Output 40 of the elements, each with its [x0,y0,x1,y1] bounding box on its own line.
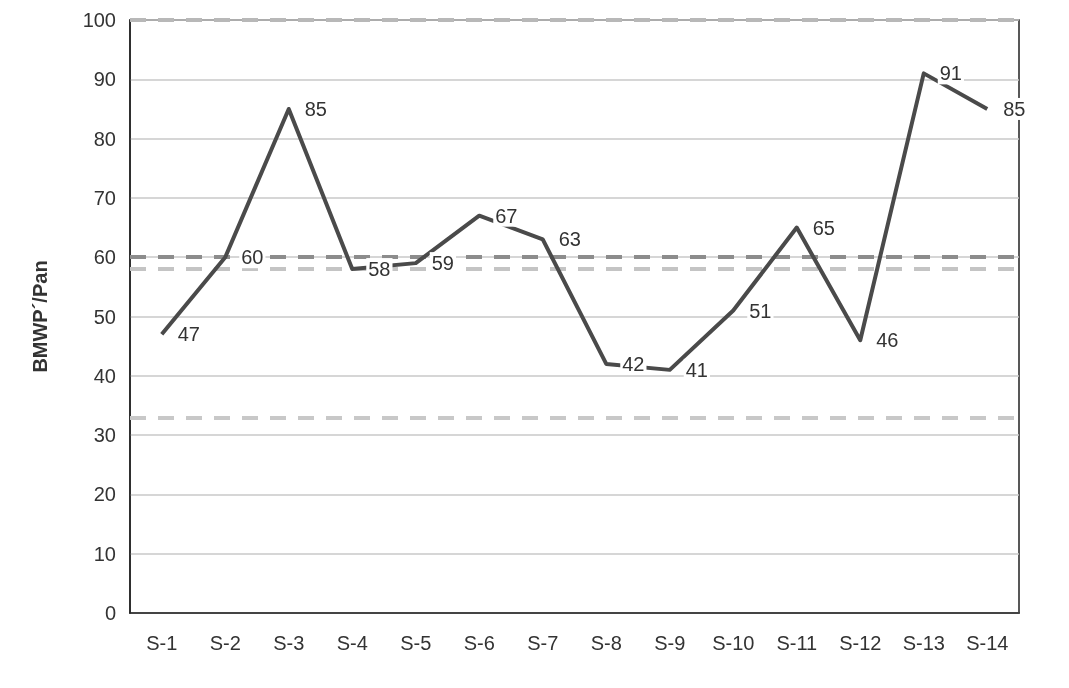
y-tick-label: 100 [82,9,116,31]
data-label: 46 [876,329,899,352]
x-tick-label: S-9 [654,632,686,654]
data-label: 85 [304,97,327,120]
x-tick-label: S-5 [400,632,432,654]
data-label: 51 [749,299,772,322]
data-label: 59 [431,252,454,275]
y-tick-label: 20 [93,483,116,506]
y-tick-label: 10 [93,542,116,565]
y-tick-label: 80 [93,127,116,150]
y-tick-label: 30 [93,424,116,447]
x-tick-label: S-7 [527,632,559,654]
data-label: 60 [241,246,264,269]
y-tick-label: 40 [93,364,116,387]
y-tick-label: 90 [93,68,116,91]
data-label: 65 [812,216,835,239]
x-tick-label: S-2 [209,632,241,654]
data-label: 41 [685,358,708,381]
y-tick-label: 70 [93,186,116,209]
data-label: 85 [1003,97,1026,120]
data-label: 42 [622,352,645,375]
data-label: 63 [558,228,581,251]
y-tick-label: 50 [93,305,116,328]
y-tick-label: 60 [93,246,116,269]
x-tick-label: S-10 [712,632,755,654]
x-tick-label: S-13 [902,632,945,654]
y-axis-title: BMWP´/Pan [29,260,51,373]
x-tick-label: S-12 [839,632,882,654]
y-tick-label: 0 [104,602,116,624]
x-tick-label: S-3 [273,632,305,654]
x-tick-label: S-6 [463,632,495,654]
data-label: 58 [368,258,391,281]
x-tick-label: S-4 [336,632,368,654]
x-tick-label: S-1 [146,632,178,654]
data-label: 67 [495,204,518,227]
x-tick-label: S-8 [590,632,622,654]
x-tick-label: S-14 [966,632,1009,654]
data-label: 91 [939,62,962,85]
x-tick-label: S-11 [776,632,818,654]
data-label: 47 [177,323,200,346]
